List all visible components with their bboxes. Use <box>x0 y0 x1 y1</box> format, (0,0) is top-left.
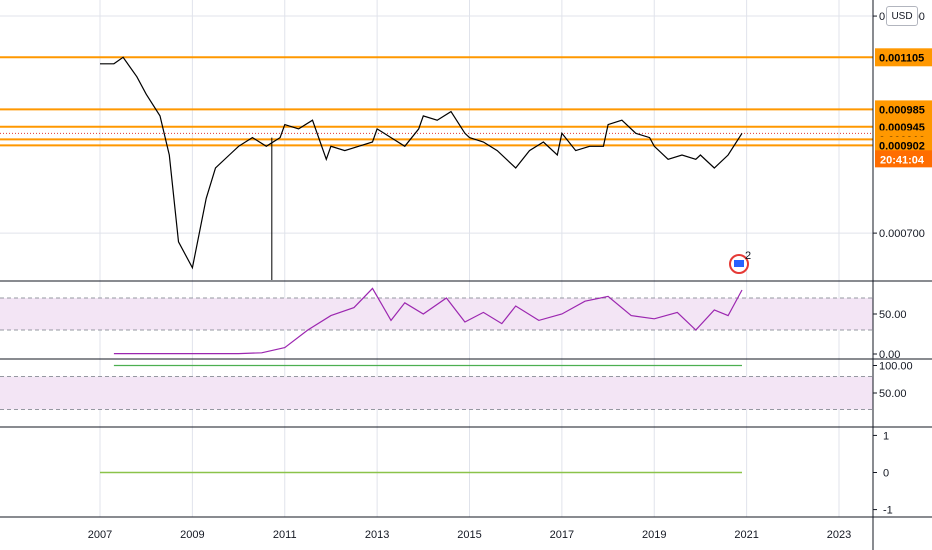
price-series-line <box>100 56 743 270</box>
flag-icon <box>734 260 744 267</box>
momentum-tick-label: -1 <box>883 505 893 517</box>
oscillator-tick-label: 50.00 <box>879 388 907 400</box>
rsi-tick-label: 50.00 <box>879 309 907 321</box>
x-tick-label-2011: 2011 <box>273 529 297 541</box>
series-lines <box>100 56 743 474</box>
level-tag-label: 0.000985 <box>879 104 925 116</box>
x-tick-label-2013: 2013 <box>365 529 389 541</box>
price-tags: 0.0011050.0009850.0009450.0009160.000902… <box>875 48 932 168</box>
rsi-series-line <box>113 287 743 355</box>
price-tick-label: 0.000700 <box>879 228 925 240</box>
level-tag-bg <box>875 48 932 67</box>
oscillator-band <box>0 376 873 410</box>
currency-badge[interactable]: USD <box>886 6 918 26</box>
x-tick-label-2015: 2015 <box>457 529 481 541</box>
level-tag-bg <box>875 100 932 119</box>
x-tick-label-2007: 2007 <box>88 529 112 541</box>
tick-labels: 2007 2009 2011 2013 2015 2017 2019 2021 2023 0.00… <box>88 11 925 541</box>
momentum-tick-label: 1 <box>883 430 889 442</box>
indicator-bands <box>0 297 873 410</box>
level-tag-label: 0.001105 <box>879 52 924 64</box>
oscillator-tick-label: 100.00 <box>879 361 913 373</box>
level-tag-bg <box>875 136 932 155</box>
grid-lines <box>0 0 873 517</box>
x-tick-label-2019: 2019 <box>642 529 666 541</box>
economic-event-badge[interactable]: 2 <box>729 250 751 274</box>
horizontal-level-lines[interactable] <box>0 56 873 147</box>
x-tick-label-2023: 2023 <box>827 529 851 541</box>
rsi-band <box>0 298 873 330</box>
countdown-tag-bg <box>875 150 932 168</box>
countdown-tag-label: 20:41:04 <box>880 154 925 166</box>
x-tick-label-2009: 2009 <box>180 529 204 541</box>
level-tag-label: 0.000902 <box>879 140 925 152</box>
x-tick-label-2017: 2017 <box>550 529 574 541</box>
x-tick-label-2021: 2021 <box>734 529 758 541</box>
event-count-label: 2 <box>745 250 751 262</box>
rsi-tick-label: 0.00 <box>879 349 900 361</box>
momentum-tick-label: 0 <box>883 468 889 480</box>
